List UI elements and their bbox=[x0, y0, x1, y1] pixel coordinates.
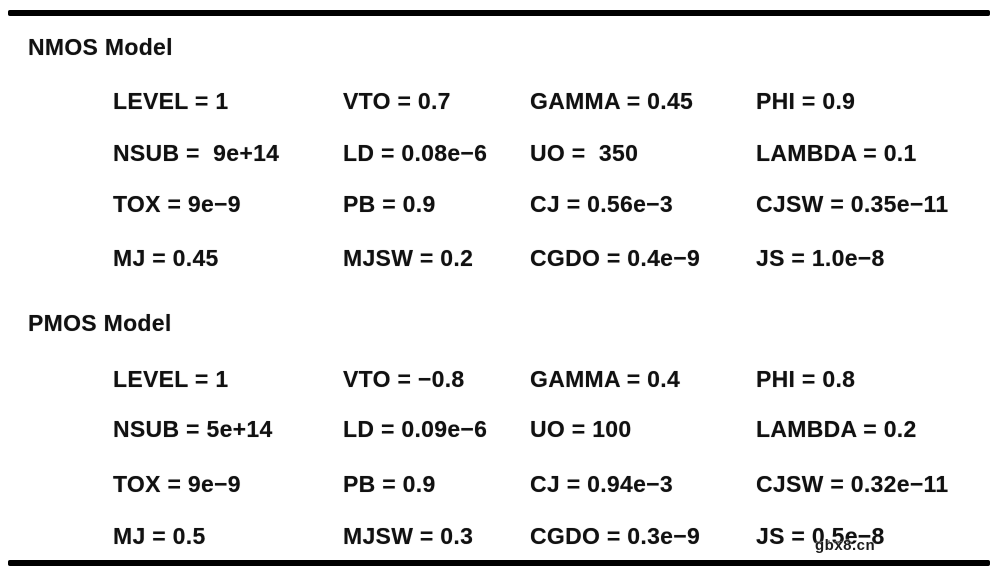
param-cell-nmos-cj: CJ = 0.56e−3 bbox=[530, 191, 673, 217]
param-cell-nmos-nsub: NSUB = 9e+14 bbox=[113, 140, 280, 166]
param-cell-pmos-level: LEVEL = 1 bbox=[113, 366, 229, 392]
param-cell-nmos-cgdo: CGDO = 0.4e−9 bbox=[530, 245, 701, 271]
param-cell-nmos-tox: TOX = 9e−9 bbox=[113, 191, 241, 217]
param-cell-pmos-ld: LD = 0.09e−6 bbox=[343, 416, 488, 442]
pmos-section-title: PMOS Model bbox=[28, 310, 172, 336]
param-cell-nmos-mjsw: MJSW = 0.2 bbox=[343, 245, 474, 271]
param-cell-pmos-gamma: GAMMA = 0.4 bbox=[530, 366, 681, 392]
param-cell-pmos-vto: VTO = −0.8 bbox=[343, 366, 465, 392]
top-rule bbox=[8, 10, 990, 16]
param-cell-pmos-cjsw: CJSW = 0.32e−11 bbox=[756, 471, 949, 497]
param-cell-pmos-pb: PB = 0.9 bbox=[343, 471, 436, 497]
param-cell-nmos-level: LEVEL = 1 bbox=[113, 88, 229, 114]
param-cell-nmos-uo: UO = 350 bbox=[530, 140, 639, 166]
param-cell-nmos-mj: MJ = 0.45 bbox=[113, 245, 219, 271]
param-cell-nmos-pb: PB = 0.9 bbox=[343, 191, 436, 217]
param-cell-pmos-phi: PHI = 0.8 bbox=[756, 366, 856, 392]
param-cell-nmos-gamma: GAMMA = 0.45 bbox=[530, 88, 694, 114]
param-cell-nmos-phi: PHI = 0.9 bbox=[756, 88, 856, 114]
param-cell-pmos-lambda: LAMBDA = 0.2 bbox=[756, 416, 917, 442]
watermark-text: gbx8.cn bbox=[815, 537, 876, 554]
param-cell-pmos-cgdo: CGDO = 0.3e−9 bbox=[530, 523, 701, 549]
param-cell-pmos-uo: UO = 100 bbox=[530, 416, 632, 442]
bottom-rule bbox=[8, 560, 990, 566]
param-cell-nmos-vto: VTO = 0.7 bbox=[343, 88, 451, 114]
param-cell-pmos-mj: MJ = 0.5 bbox=[113, 523, 206, 549]
nmos-section-title: NMOS Model bbox=[28, 34, 173, 60]
param-cell-nmos-cjsw: CJSW = 0.35e−11 bbox=[756, 191, 949, 217]
param-cell-pmos-tox: TOX = 9e−9 bbox=[113, 471, 241, 497]
param-cell-nmos-js: JS = 1.0e−8 bbox=[756, 245, 885, 271]
param-cell-pmos-mjsw: MJSW = 0.3 bbox=[343, 523, 474, 549]
param-cell-pmos-cj: CJ = 0.94e−3 bbox=[530, 471, 673, 497]
param-cell-nmos-ld: LD = 0.08e−6 bbox=[343, 140, 488, 166]
param-cell-nmos-lambda: LAMBDA = 0.1 bbox=[756, 140, 917, 166]
param-cell-pmos-nsub: NSUB = 5e+14 bbox=[113, 416, 273, 442]
param-cell-pmos-js: JS = 0.5e−8 bbox=[756, 523, 885, 549]
